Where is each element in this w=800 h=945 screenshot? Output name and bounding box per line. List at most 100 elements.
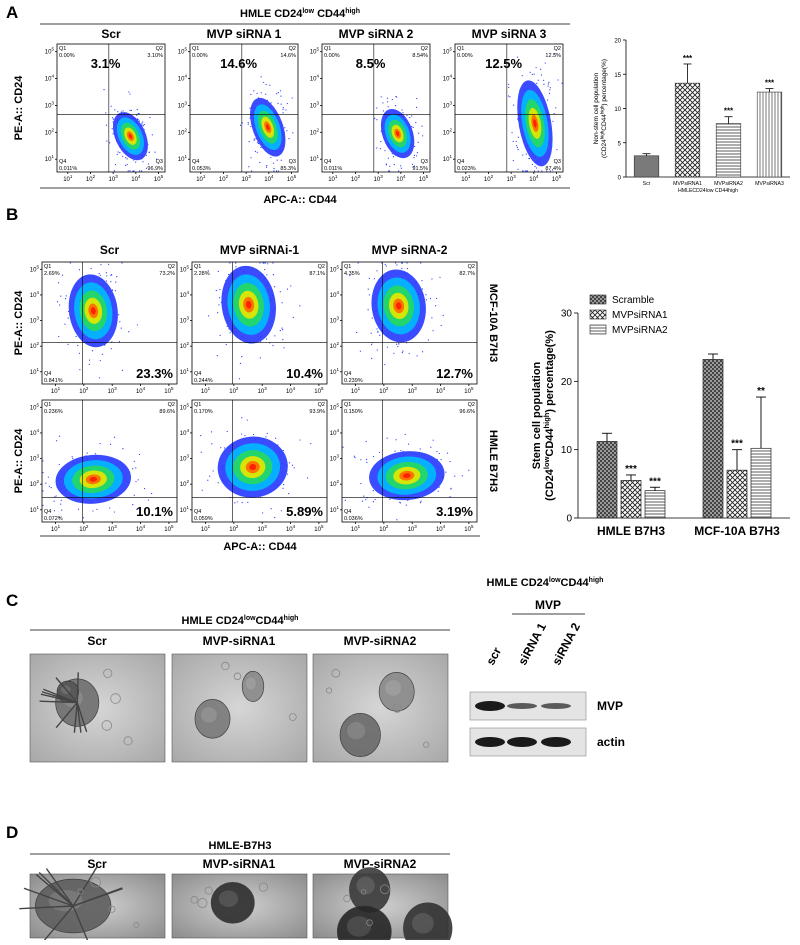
tick-base: 10 bbox=[330, 457, 337, 463]
event-dot bbox=[154, 151, 156, 153]
x-tick-label: MVPsiRNA2 bbox=[714, 181, 743, 187]
tick-exponent: 1 bbox=[58, 386, 61, 391]
text-part: ) percentage(%) bbox=[601, 59, 608, 106]
event-dot bbox=[371, 317, 373, 319]
quadrant-name: Q1 bbox=[344, 264, 351, 270]
panel-title: HMLE CD24low CD44high bbox=[240, 8, 360, 20]
event-dot bbox=[109, 507, 111, 509]
debris bbox=[190, 896, 199, 904]
x-tick-label: 101 bbox=[201, 386, 211, 395]
tick-exponent: 5 bbox=[36, 264, 39, 269]
quadrant-name: Q2 bbox=[468, 402, 475, 408]
event-dot bbox=[277, 170, 279, 172]
tick-exponent: 2 bbox=[449, 127, 452, 132]
x-tick-label: 105 bbox=[314, 524, 324, 533]
tick-exponent: 1 bbox=[208, 524, 211, 529]
event-dot bbox=[521, 75, 523, 77]
event-dot bbox=[91, 350, 94, 352]
tick-base: 10 bbox=[310, 77, 317, 83]
bar bbox=[633, 155, 660, 178]
tick-base: 10 bbox=[330, 319, 337, 325]
event-dot bbox=[77, 344, 79, 347]
event-dot bbox=[547, 99, 549, 101]
quadrant-name: Q3 bbox=[289, 159, 296, 165]
event-dot bbox=[267, 263, 269, 265]
x-tick-label: 105 bbox=[314, 386, 324, 395]
event-dot bbox=[67, 343, 69, 345]
x-axis-label: APC-A:: CD44 bbox=[223, 541, 297, 553]
y-tick-label: 102 bbox=[178, 127, 188, 136]
bar bbox=[674, 82, 701, 178]
tick-exponent: 4 bbox=[138, 174, 141, 179]
panel-label: D bbox=[6, 823, 18, 842]
tick-exponent: 5 bbox=[294, 174, 297, 179]
tick-base: 10 bbox=[30, 482, 37, 488]
event-dot bbox=[273, 170, 275, 172]
event-dot bbox=[156, 158, 158, 160]
event-dot bbox=[416, 97, 418, 100]
event-dot bbox=[266, 274, 268, 276]
y-tick-label: 104 bbox=[330, 428, 340, 437]
event-dot bbox=[379, 148, 382, 150]
quadrant-value: 0.00% bbox=[59, 53, 75, 59]
density-contour bbox=[265, 124, 270, 131]
event-dot bbox=[511, 131, 513, 134]
text-part: HMLE CD24 bbox=[182, 615, 245, 627]
event-dot bbox=[435, 305, 437, 307]
event-dot bbox=[515, 140, 517, 143]
event-dot bbox=[280, 95, 282, 97]
event-dot bbox=[395, 439, 397, 441]
event-dot bbox=[544, 62, 546, 64]
event-dot bbox=[282, 329, 284, 331]
event-dot bbox=[377, 331, 379, 333]
tick-base: 10 bbox=[136, 389, 143, 395]
tick-base: 10 bbox=[242, 177, 249, 183]
event-dot bbox=[382, 110, 385, 112]
event-dot bbox=[396, 519, 398, 521]
x-tick-label: 102 bbox=[379, 386, 389, 395]
y-tick-label: 105 bbox=[30, 264, 40, 273]
density-contour bbox=[403, 473, 411, 479]
event-dot bbox=[396, 343, 398, 345]
event-dot bbox=[138, 120, 140, 122]
event-dot bbox=[254, 150, 256, 153]
debris bbox=[331, 668, 341, 678]
event-dot bbox=[241, 356, 243, 358]
legend-swatch bbox=[589, 294, 607, 305]
event-dot bbox=[58, 516, 61, 518]
y-tick-label: 101 bbox=[443, 154, 453, 163]
tick-exponent: 3 bbox=[336, 454, 339, 459]
protrusion bbox=[45, 868, 74, 907]
protrusion bbox=[73, 702, 78, 733]
event-dot bbox=[378, 451, 381, 454]
event-dot bbox=[349, 275, 351, 277]
protrusion bbox=[35, 874, 74, 907]
event-dot bbox=[140, 170, 143, 172]
y-tick-label: 105 bbox=[310, 47, 320, 56]
tick-base: 10 bbox=[443, 130, 450, 136]
event-dot bbox=[554, 53, 556, 55]
event-dot bbox=[238, 378, 241, 380]
event-dot bbox=[420, 500, 422, 502]
event-dot bbox=[344, 499, 346, 501]
event-dot bbox=[388, 170, 390, 172]
x-tick-label: 103 bbox=[408, 524, 418, 533]
bar bbox=[620, 480, 642, 519]
x-tick-label: 103 bbox=[108, 524, 118, 533]
event-dot bbox=[449, 460, 451, 463]
debris bbox=[90, 876, 101, 888]
event-dot bbox=[276, 93, 278, 95]
event-dot bbox=[522, 170, 524, 172]
tick-base: 10 bbox=[201, 527, 208, 533]
x-tick-label: 103 bbox=[258, 386, 268, 395]
plot-title: MVP siRNA 2 bbox=[339, 27, 414, 41]
event-dot bbox=[392, 155, 395, 158]
event-dot bbox=[395, 262, 397, 264]
tick-exponent: 5 bbox=[51, 47, 54, 52]
event-dot bbox=[61, 274, 64, 276]
tick-exponent: 2 bbox=[86, 386, 89, 391]
gate-percent: 12.7% bbox=[436, 366, 473, 381]
debris bbox=[379, 884, 390, 895]
event-dot bbox=[133, 170, 135, 172]
quadrant-value: 0.00% bbox=[324, 53, 340, 59]
